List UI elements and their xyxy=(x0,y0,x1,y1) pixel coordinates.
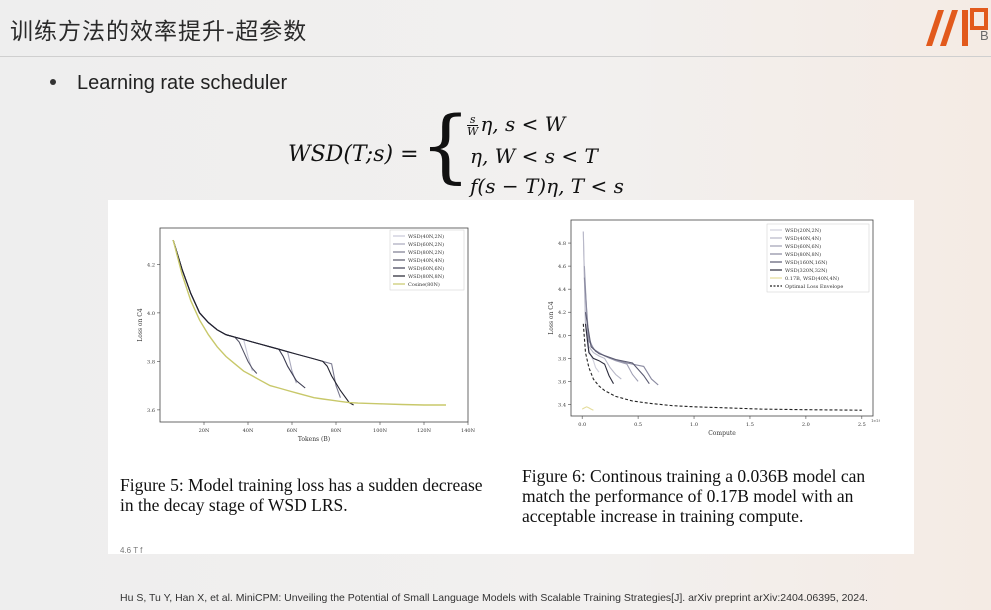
figure6-chart: 0.0 0.5 1.0 1.5 2.0 2.5 3.4 3.6 3.8 4.0 4.2 4.4 4.6 4… xyxy=(548,219,880,437)
y-tick-label: 3.6 xyxy=(147,408,155,414)
series-line xyxy=(581,406,594,411)
x-tick-label: 60N xyxy=(287,428,298,434)
y-tick-label: 4.0 xyxy=(558,333,566,339)
wsd-formula: WSD(T;s) = { s W η, s < W η, W < s < T f… xyxy=(280,104,700,204)
x-tick-label: 2.5 xyxy=(858,422,866,428)
x-tick-label: 120N xyxy=(417,428,432,434)
x-tick-label: 20N xyxy=(199,428,210,434)
legend-entry: WSD(60N,2N) xyxy=(408,241,444,248)
y-tick-label: 4.6 xyxy=(558,264,566,270)
legend-entry: WSD(320N,32N) xyxy=(785,267,827,274)
reference-citation: Hu S, Tu Y, Han X, et al. MiniCPM: Unvei… xyxy=(120,592,868,604)
y-tick-label: 3.8 xyxy=(558,356,566,362)
series-line xyxy=(584,312,650,385)
y-axis-label: Loss on C4 xyxy=(137,308,144,342)
formula-fraction: s W xyxy=(467,113,479,138)
x-tick-label: 80N xyxy=(331,428,342,434)
legend-entry: WSD(160N,16N) xyxy=(785,259,827,266)
y-tick-label: 3.6 xyxy=(558,379,566,385)
x-tick-label: 1.0 xyxy=(690,422,698,428)
x-tick-label: 140N xyxy=(461,428,475,434)
logo-subtext: B xyxy=(980,28,989,43)
bullet-dot xyxy=(50,79,56,85)
formula-lhs: WSD(T;s) = xyxy=(288,142,419,167)
formula-brace: { xyxy=(420,99,471,192)
legend-entry: WSD(20N,2N) xyxy=(785,227,821,234)
series-line xyxy=(582,323,862,411)
figure6-caption: Figure 6: Continous training a 0.036B mo… xyxy=(522,466,866,526)
x-axis-label: Compute xyxy=(708,430,736,437)
y-tick-label: 4.8 xyxy=(558,241,566,247)
legend-entry: 0.17B, WSD(40N,4N) xyxy=(785,275,839,282)
x-tick-label: 40N xyxy=(243,428,254,434)
y-tick-label: 3.4 xyxy=(558,402,566,408)
series-line xyxy=(172,239,354,406)
legend-entry: WSD(40N,2N) xyxy=(408,233,444,240)
bullet-text: Learning rate scheduler xyxy=(77,72,288,94)
x-tick-label: 1.5 xyxy=(746,422,754,428)
y-tick-label: 4.4 xyxy=(558,287,566,293)
legend-entry: WSD(60N,6N) xyxy=(408,265,444,272)
slide-title: 训练方法的效率提升-超参数 xyxy=(10,19,308,45)
series-line xyxy=(584,323,614,384)
series-line xyxy=(172,239,446,406)
baai-logo xyxy=(926,8,988,46)
legend-entry: Optimal Loss Envelope xyxy=(785,284,843,290)
x-tick-label: 100N xyxy=(373,428,388,434)
y-tick-label: 3.8 xyxy=(147,359,155,365)
cropped-text-fragment: 4.6 T f xyxy=(120,546,143,555)
x-scale-note: 1e18 xyxy=(871,418,880,423)
x-tick-label: 0.5 xyxy=(634,422,642,428)
figure5-chart: 20N 40N 60N 80N 100N 120N 140N 3.6 3.8 4.0 4.2 Toke… xyxy=(137,227,475,443)
y-axis-label: Loss on C4 xyxy=(548,301,555,335)
figure5-caption: Figure 5: Model training loss has a sudd… xyxy=(120,475,483,515)
formula-case-1: s W η, s < W xyxy=(467,112,566,138)
y-tick-label: 4.2 xyxy=(147,262,155,268)
legend-entry: WSD(80N,8N) xyxy=(408,273,444,280)
legend-entry: Cosine(80N) xyxy=(408,281,440,288)
legend-entry: WSD(40N,4N) xyxy=(785,235,821,242)
x-tick-label: 0.0 xyxy=(578,422,586,428)
legend-entry: WSD(60N,6N) xyxy=(785,243,821,250)
y-tick-label: 4.0 xyxy=(147,311,155,317)
legend-entry: WSD(80N,2N) xyxy=(408,249,444,256)
formula-case-3: f(s − T)η, T < s xyxy=(470,174,624,198)
slide-header: 训练方法的效率提升-超参数 B xyxy=(0,0,991,57)
legend-box xyxy=(766,223,870,293)
x-axis-label: Tokens (B) xyxy=(298,436,330,443)
y-tick-label: 4.2 xyxy=(558,310,566,316)
formula-case-2: η, W < s < T xyxy=(470,144,598,168)
legend-entry: WSD(40N,4N) xyxy=(408,257,444,264)
x-tick-label: 2.0 xyxy=(802,422,810,428)
legend-entry: WSD(80N,8N) xyxy=(785,251,821,258)
